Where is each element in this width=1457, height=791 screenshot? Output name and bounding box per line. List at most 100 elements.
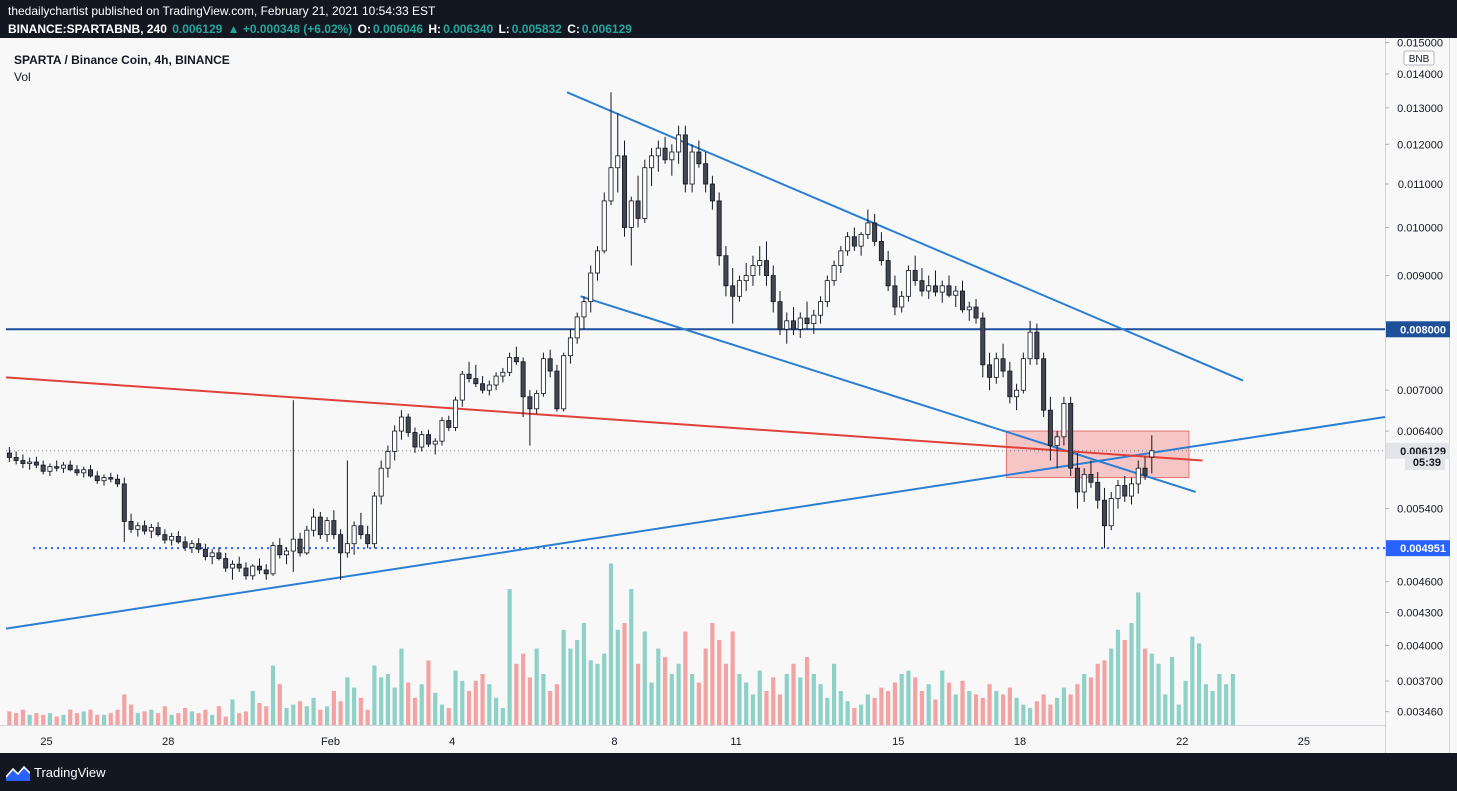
y-tick-label: 0.005400 (1397, 504, 1443, 516)
volume-bar (1183, 680, 1188, 725)
candle-body (1054, 436, 1060, 446)
y-tick-label: 0.004000 (1397, 640, 1443, 652)
rising-trend-line (5, 416, 1386, 630)
volume-bar (933, 699, 938, 725)
volume-bar (575, 640, 580, 725)
candle (750, 255, 756, 286)
tradingview-brand[interactable]: TradingView (34, 765, 106, 780)
candle (791, 307, 797, 336)
volume-bar (744, 682, 749, 725)
candle-body (635, 200, 641, 219)
candle-body (371, 495, 377, 545)
candle-body (980, 317, 986, 366)
volume-bar (798, 677, 803, 725)
volume-bar (1075, 684, 1080, 725)
candle (709, 175, 715, 210)
price-chart[interactable]: BNB 0.015000 0.014000 0.013000 0.012000 0.01… (0, 38, 1457, 753)
volume-bar (1115, 629, 1121, 725)
y-tick-label: 0.010000 (1397, 222, 1443, 234)
candle (919, 268, 925, 297)
candle-body (932, 285, 938, 293)
volume-bar (108, 713, 113, 725)
volume-bar (588, 660, 593, 725)
candle (47, 463, 53, 476)
candle (824, 275, 830, 308)
volume-bar (243, 711, 249, 725)
candle (960, 280, 966, 313)
candle-body (493, 375, 499, 386)
candle (500, 367, 506, 383)
candle (567, 329, 573, 364)
volume-bar (973, 694, 979, 725)
volume-bar (162, 706, 167, 725)
y-tick-label: 0.011000 (1398, 179, 1443, 191)
candle-body (763, 260, 769, 276)
candle (304, 525, 310, 555)
volume-bar (1197, 643, 1202, 725)
volume-bar (1034, 701, 1039, 725)
candle-body (500, 371, 506, 377)
candle (33, 456, 39, 469)
candle-body (74, 469, 80, 474)
candle-body (966, 306, 972, 311)
candle (1088, 460, 1094, 488)
candle (655, 140, 661, 172)
candle-body (547, 358, 553, 372)
candle (432, 438, 438, 455)
price-label: 0.004951 (1400, 543, 1446, 555)
candle-body (250, 565, 256, 577)
candle (67, 460, 73, 472)
candle-body (20, 460, 26, 464)
candle (284, 547, 290, 565)
chart-legend: SPARTA / Binance Coin, 4h, BINANCE (14, 53, 230, 67)
volume-bar (561, 629, 566, 725)
volume-bar (412, 697, 418, 725)
volume-bar (419, 684, 424, 725)
channel-lower-line (580, 295, 1197, 493)
volume-bar (311, 697, 316, 725)
candle-body (905, 270, 911, 297)
volume-bar (1163, 694, 1168, 725)
candle-body (270, 545, 276, 575)
volume-bar (710, 623, 715, 725)
candle-body (40, 464, 46, 472)
candle-body (987, 364, 993, 378)
candle (392, 425, 398, 461)
x-tick-label: 4 (449, 736, 455, 748)
volume-bar (1041, 694, 1046, 725)
tradingview-logo-icon[interactable] (6, 763, 30, 781)
candle (561, 352, 567, 412)
candle (797, 312, 803, 338)
candle-body (392, 430, 398, 452)
candle (534, 390, 540, 414)
candle-body (1074, 467, 1080, 493)
candle (378, 460, 384, 505)
candle-body (939, 285, 945, 293)
volume-bar (385, 674, 391, 725)
volume-bar (1102, 660, 1107, 725)
candle (236, 556, 242, 572)
countdown-label: 05:39 (1413, 457, 1441, 469)
volume-bar (169, 714, 174, 725)
candle-body (1020, 358, 1026, 391)
candle-body (148, 527, 154, 532)
candle (574, 312, 580, 344)
volume-bar (122, 694, 127, 725)
volume-bar (771, 677, 776, 725)
candle (60, 462, 66, 473)
candle-body (432, 440, 438, 445)
candle (344, 460, 350, 558)
candle-body (561, 355, 567, 410)
publish-header: thedailychartist published on TradingVie… (0, 0, 1457, 38)
candle-body (101, 477, 107, 482)
candle-body (419, 434, 425, 448)
volume-bar (642, 631, 647, 725)
candle-body (1135, 467, 1141, 485)
chart-area[interactable]: BNB 0.015000 0.014000 0.013000 0.012000 0.01… (0, 38, 1457, 753)
candle-body (892, 285, 898, 308)
volume-bar (953, 694, 958, 725)
candle-body (297, 538, 303, 554)
candle (40, 460, 46, 475)
volume-bar (602, 653, 607, 725)
candle-body (412, 432, 418, 448)
